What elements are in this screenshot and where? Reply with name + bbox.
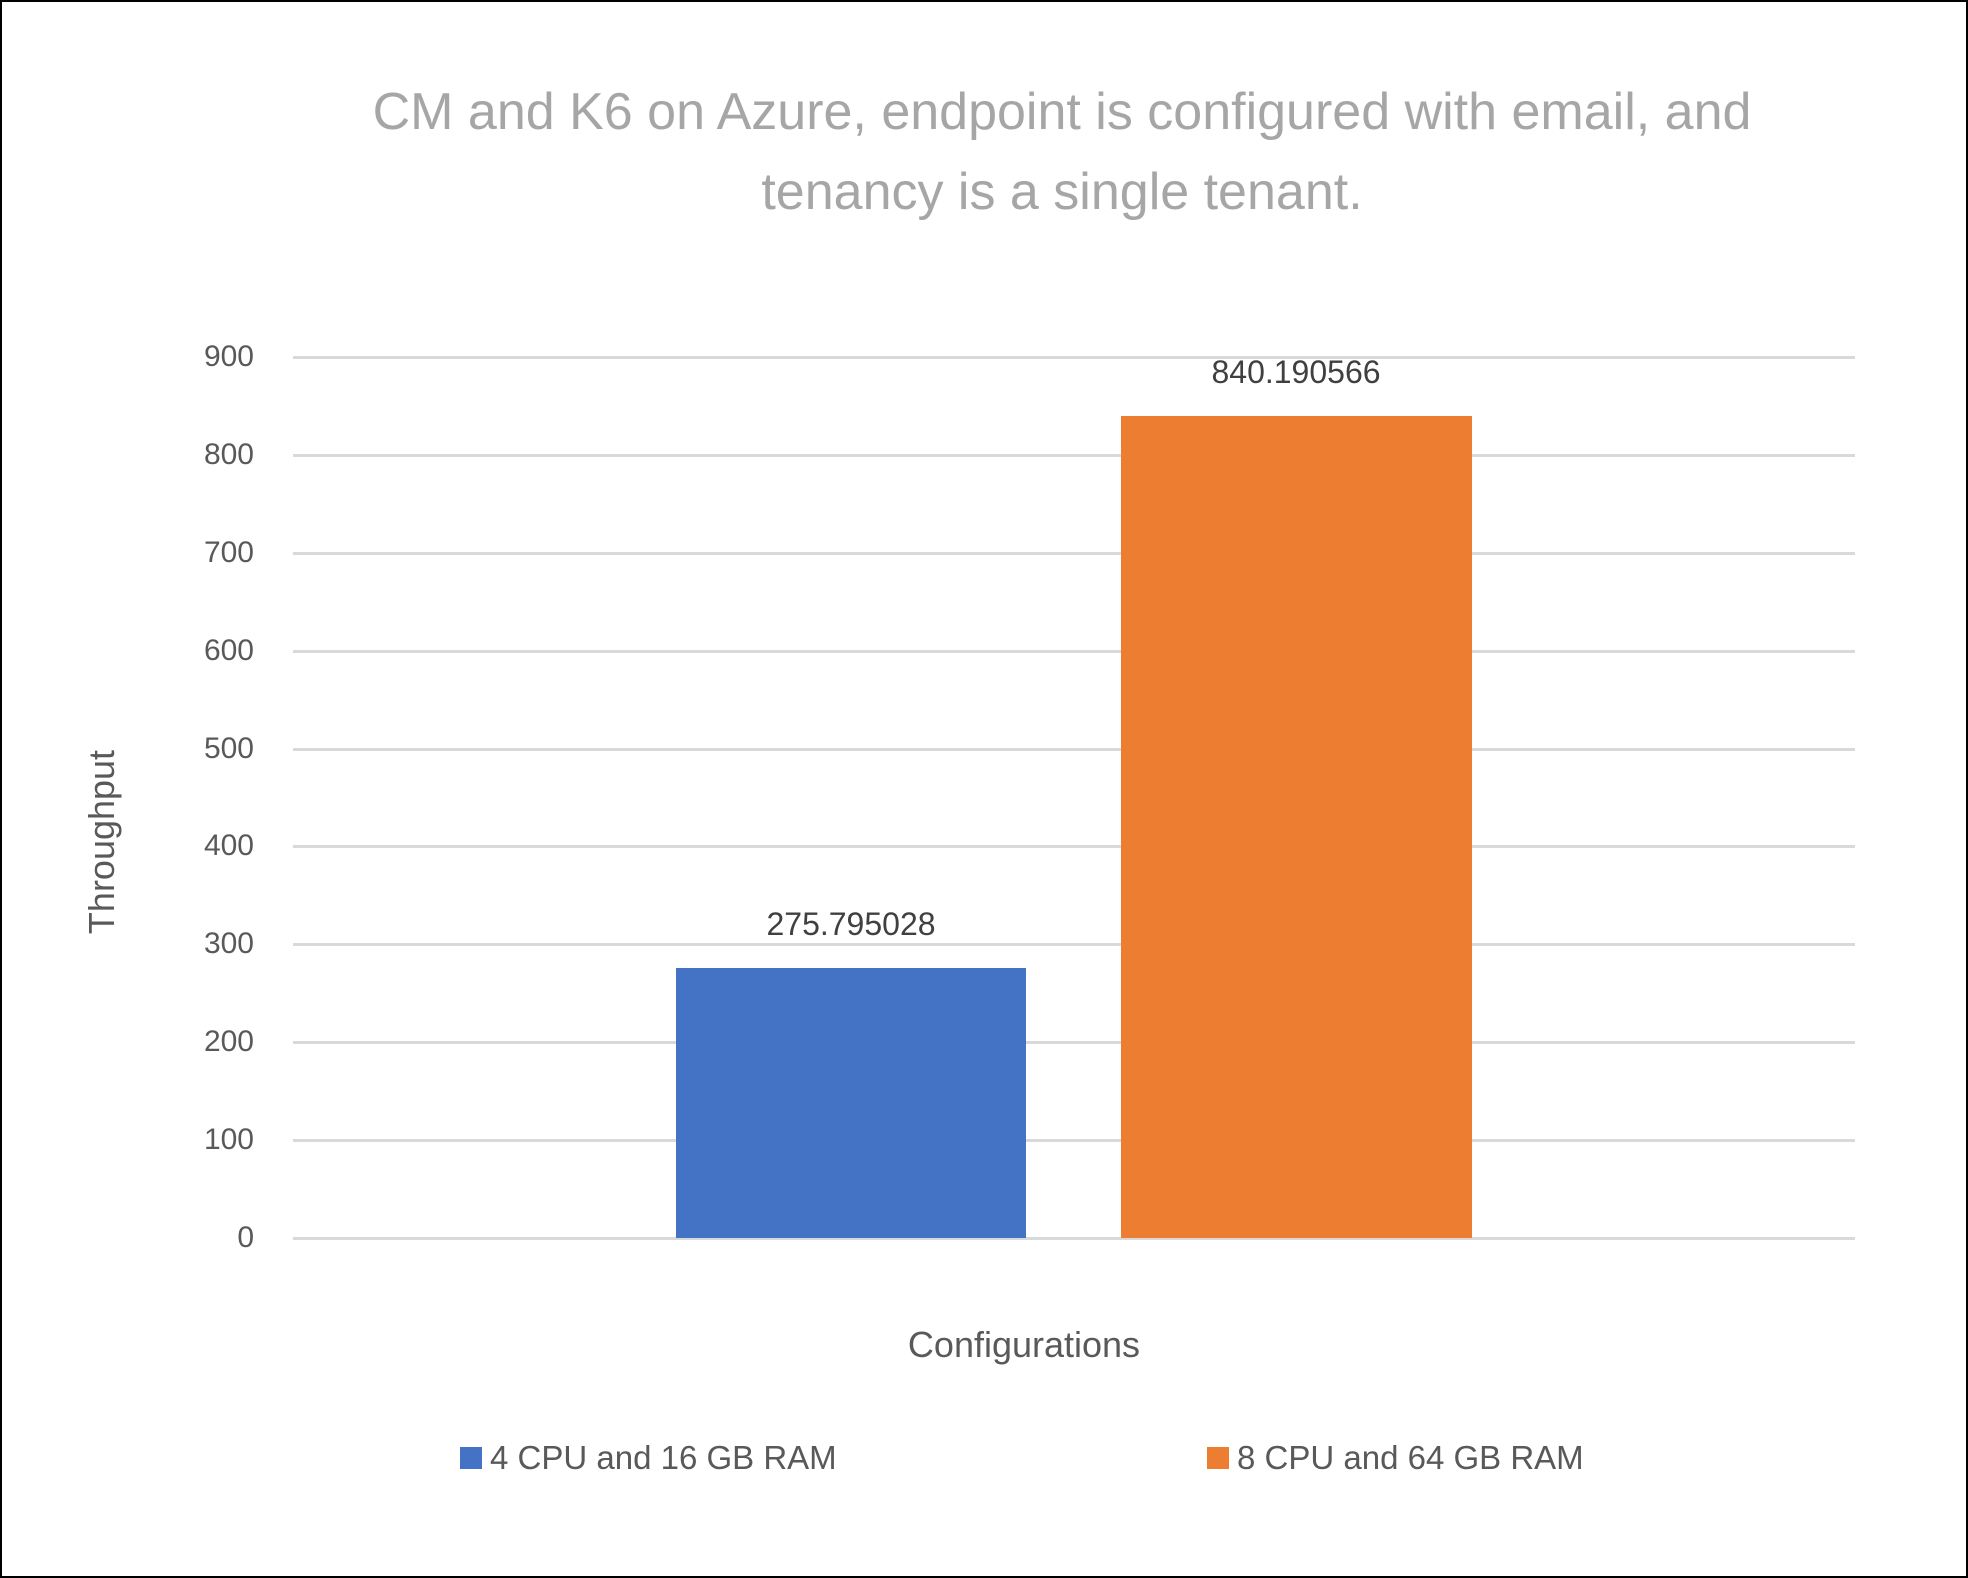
legend-item-8cpu-64gb[interactable]: 8 CPU and 64 GB RAM (1207, 1439, 1584, 1477)
y-tick-label: 900 (203, 340, 254, 373)
gridline-800 (293, 454, 1855, 457)
y-tick-label: 600 (203, 634, 254, 667)
legend-label: 8 CPU and 64 GB RAM (1237, 1439, 1584, 1476)
gridline-200 (293, 1041, 1855, 1044)
gridline-900 (293, 356, 1855, 359)
gridline-100 (293, 1139, 1855, 1142)
chart-title-line-2: tenancy is a single tenant. (761, 163, 1363, 221)
data-label-4cpu-16gb: 275.795028 (766, 906, 936, 942)
x-axis-label: Configurations (907, 1324, 1141, 1365)
y-tick-label: 0 (237, 1221, 254, 1254)
data-label-8cpu-64gb: 840.190566 (1211, 354, 1381, 390)
bar-8cpu-64gb[interactable] (1121, 416, 1472, 1238)
legend-swatch-blue-icon (460, 1447, 482, 1469)
chart-title: CM and K6 on Azure, endpoint is configur… (202, 72, 1922, 232)
y-tick-label: 400 (203, 829, 254, 862)
y-tick-label: 200 (203, 1025, 254, 1058)
y-tick-label: 300 (203, 927, 254, 960)
gridline-600 (293, 650, 1855, 653)
y-tick-label: 800 (203, 438, 254, 471)
y-tick-label: 100 (203, 1123, 254, 1156)
y-tick-label: 700 (203, 536, 254, 569)
legend-swatch-orange-icon (1207, 1447, 1229, 1469)
chart-title-line-1: CM and K6 on Azure, endpoint is configur… (372, 83, 1752, 141)
y-tick-label: 500 (203, 732, 254, 765)
bar-4cpu-16gb[interactable] (676, 968, 1026, 1238)
legend-label: 4 CPU and 16 GB RAM (490, 1439, 837, 1476)
gridline-300 (293, 943, 1855, 946)
gridline-0 (293, 1237, 1855, 1240)
gridline-700 (293, 552, 1855, 555)
gridline-500 (293, 748, 1855, 751)
gridline-400 (293, 845, 1855, 848)
legend-item-4cpu-16gb[interactable]: 4 CPU and 16 GB RAM (460, 1439, 837, 1477)
y-axis-label: Throughput (81, 749, 122, 935)
